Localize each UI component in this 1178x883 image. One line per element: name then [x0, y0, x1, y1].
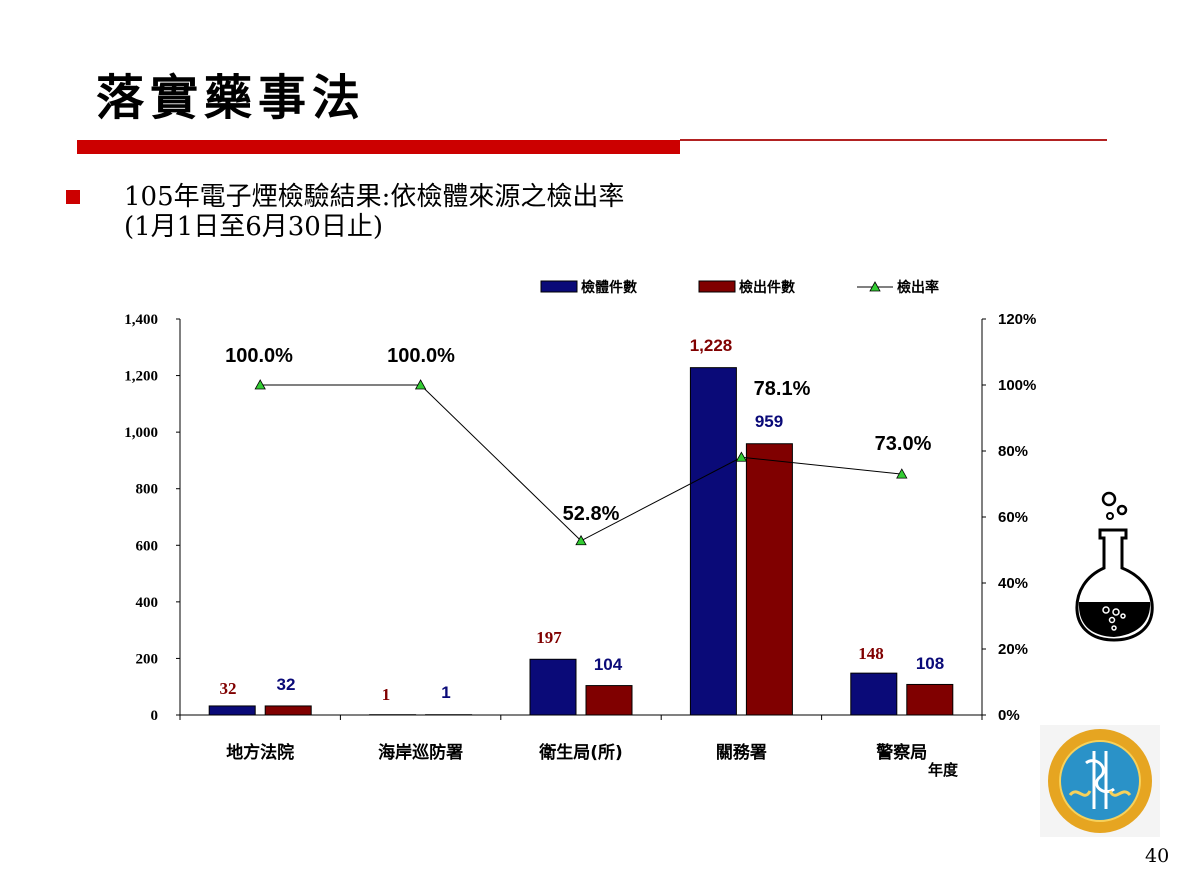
y-right-tick-label: 100% — [998, 377, 1036, 394]
y-right-tick-label: 120% — [998, 311, 1036, 328]
x-category-label: 地方法院 — [226, 742, 294, 763]
data-label-rate: 52.8% — [563, 503, 620, 525]
data-label-samples: 32 — [220, 679, 237, 698]
x-axis-unit-label: 年度 — [928, 761, 959, 779]
y-left-tick-label: 1,200 — [124, 369, 158, 385]
rate-point-marker — [254, 379, 266, 390]
flask-icon — [1075, 491, 1154, 642]
title-underline-bar — [77, 140, 680, 154]
bar-samples — [850, 672, 898, 716]
subtitle-line-2: (1月1日至6月30日止) — [124, 212, 383, 242]
bar-samples — [208, 705, 256, 716]
rate-point-marker — [575, 534, 587, 546]
rate-point-marker — [735, 451, 748, 462]
data-label-samples: 148 — [858, 644, 884, 663]
data-label-samples: 197 — [536, 628, 562, 647]
y-right-tick-label: 40% — [998, 575, 1028, 592]
bar-detected — [585, 685, 633, 716]
rate-point-marker — [896, 468, 908, 479]
rate-point-marker — [414, 379, 427, 390]
data-label-detected: 104 — [594, 655, 623, 674]
y-left-tick-label: 600 — [136, 538, 159, 554]
data-label-samples: 1 — [382, 685, 391, 704]
y-right-tick-label: 20% — [998, 641, 1028, 658]
y-left-tick-label: 200 — [136, 651, 159, 667]
data-label-detected: 32 — [277, 675, 296, 694]
legend-swatch-samples — [540, 280, 578, 293]
bar-samples — [529, 658, 577, 716]
bar-samples — [689, 367, 737, 716]
data-label-rate: 100.0% — [225, 345, 293, 367]
chart-axes: 0 200 400 600 800 1,000 1,200 1,400 0% 20% 40% 60% 8… — [124, 311, 1036, 779]
legend-label-rate: 檢出率 — [897, 279, 939, 296]
bar-detected — [264, 705, 312, 716]
y-left-tick-label: 800 — [136, 482, 159, 498]
chart-bars — [208, 367, 954, 716]
agency-seal-logo — [1040, 725, 1160, 837]
slide-title: 落實藥事法 — [96, 70, 367, 126]
y-left-tick-label: 400 — [136, 595, 159, 611]
x-category-label: 衛生局(所) — [538, 742, 623, 763]
data-label-detected: 959 — [755, 412, 783, 431]
legend-label-detected: 檢出件數 — [739, 279, 795, 296]
data-label-rate: 73.0% — [875, 433, 932, 455]
x-category-label: 警察局 — [875, 742, 927, 763]
y-left-tick-label: 1,000 — [124, 425, 158, 441]
y-right-tick-label: 80% — [998, 443, 1028, 460]
data-label-rate: 100.0% — [387, 345, 455, 367]
bullet-square-icon — [66, 190, 80, 204]
data-label-samples: 1,228 — [690, 336, 733, 355]
y-left-tick-label: 1,400 — [124, 312, 158, 328]
x-category-label: 海岸巡防署 — [378, 742, 463, 763]
chart-data-labels: 32 1 197 1,228 148 32 1 104 959 108 100.0% 100.0% 52… — [220, 336, 945, 704]
legend-swatch-detected — [698, 280, 736, 293]
data-label-detected: 1 — [441, 683, 450, 702]
y-right-tick-label: 60% — [998, 509, 1028, 526]
bar-detected — [745, 443, 793, 716]
y-left-tick-label: 0 — [151, 708, 159, 724]
legend-label-samples: 檢體件數 — [581, 279, 637, 296]
y-right-tick-label: 0% — [998, 707, 1020, 724]
x-category-label: 關務署 — [716, 742, 767, 763]
bar-detected — [906, 683, 954, 716]
data-label-rate: 78.1% — [754, 378, 811, 400]
legend-marker-rate — [869, 281, 881, 292]
page-number: 40 — [1145, 845, 1170, 867]
data-label-detected: 108 — [916, 654, 944, 673]
title-underline-rule — [680, 139, 1107, 141]
chart-legend: 檢體件數 檢出件數 檢出率 — [540, 279, 939, 296]
subtitle-line-1: 105年電子煙檢驗結果:依檢體來源之檢出率 — [124, 182, 625, 212]
slide-subtitle: 105年電子煙檢驗結果:依檢體來源之檢出率 (1月1日至6月30日止) — [124, 182, 624, 242]
chart-rate-line — [254, 379, 908, 546]
